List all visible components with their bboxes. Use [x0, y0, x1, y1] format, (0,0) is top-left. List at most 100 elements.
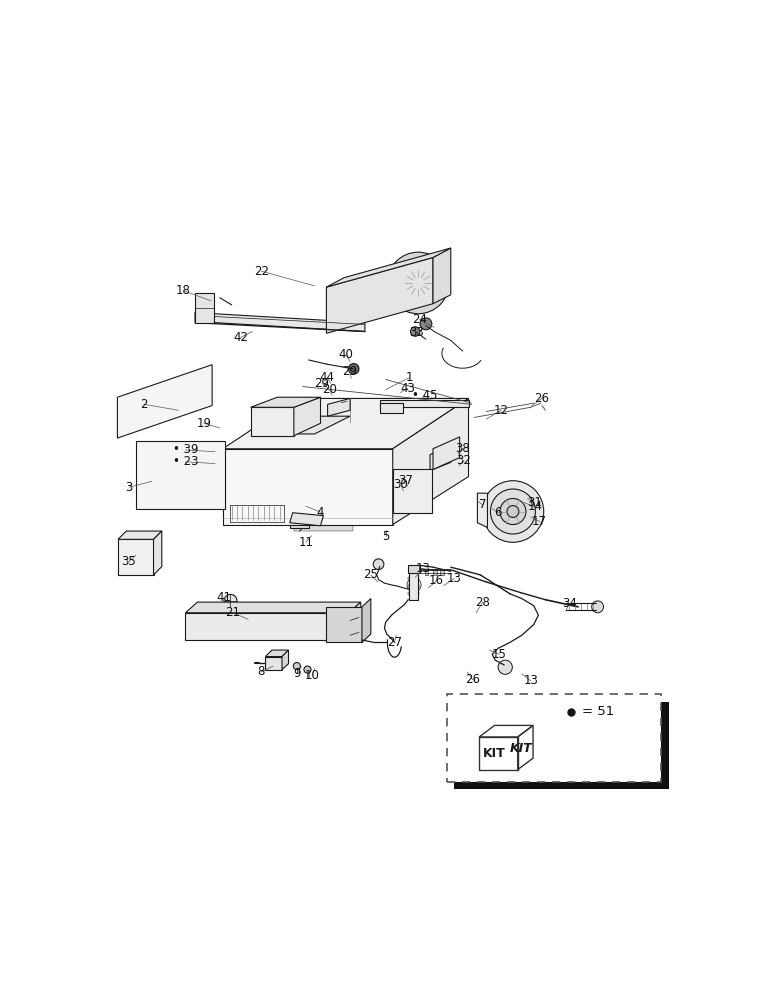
- Text: 14: 14: [527, 500, 542, 513]
- Polygon shape: [349, 602, 361, 640]
- Circle shape: [435, 448, 442, 455]
- Circle shape: [396, 260, 441, 305]
- Polygon shape: [265, 657, 282, 670]
- Bar: [455, 702, 668, 789]
- Bar: [408, 585, 419, 588]
- Circle shape: [435, 460, 442, 467]
- Text: 33: 33: [410, 326, 424, 339]
- Circle shape: [348, 363, 359, 374]
- Circle shape: [326, 408, 336, 418]
- Text: 42: 42: [233, 331, 248, 344]
- Text: KIT: KIT: [510, 742, 532, 755]
- Bar: [337, 610, 350, 638]
- Polygon shape: [282, 650, 289, 670]
- Polygon shape: [380, 403, 403, 413]
- Text: 19: 19: [196, 417, 212, 430]
- Circle shape: [361, 502, 382, 523]
- Text: 43: 43: [400, 382, 415, 395]
- Polygon shape: [186, 602, 361, 613]
- Text: KIT: KIT: [483, 747, 506, 760]
- Bar: [425, 569, 429, 575]
- Bar: [447, 694, 661, 782]
- Text: 37: 37: [398, 474, 413, 487]
- Text: 9: 9: [293, 667, 300, 680]
- Text: 16: 16: [429, 574, 444, 587]
- Text: 10: 10: [305, 669, 319, 682]
- Text: 13: 13: [447, 572, 461, 585]
- Polygon shape: [393, 469, 432, 513]
- Text: 34: 34: [562, 597, 577, 610]
- Text: 7: 7: [479, 498, 487, 512]
- Text: 13: 13: [523, 674, 538, 687]
- Polygon shape: [380, 400, 468, 407]
- Text: 8: 8: [257, 665, 265, 678]
- Text: 32: 32: [456, 454, 471, 467]
- Polygon shape: [294, 397, 321, 436]
- Bar: [413, 476, 424, 484]
- Polygon shape: [154, 531, 162, 575]
- Text: 24: 24: [412, 313, 427, 326]
- Circle shape: [507, 506, 519, 517]
- Polygon shape: [265, 650, 289, 657]
- Polygon shape: [410, 570, 418, 600]
- Polygon shape: [407, 565, 420, 573]
- Polygon shape: [223, 449, 393, 525]
- Text: 6: 6: [494, 506, 502, 519]
- Text: 1: 1: [406, 371, 413, 384]
- Circle shape: [405, 270, 431, 296]
- Text: 18: 18: [176, 284, 190, 297]
- Polygon shape: [326, 607, 362, 642]
- Bar: [408, 592, 419, 595]
- Circle shape: [410, 327, 420, 336]
- Circle shape: [293, 662, 300, 670]
- Bar: [126, 549, 144, 564]
- Polygon shape: [251, 407, 294, 436]
- Text: 4: 4: [317, 506, 324, 519]
- Text: 29: 29: [314, 377, 329, 390]
- Text: • 39: • 39: [173, 443, 198, 456]
- Circle shape: [413, 277, 424, 289]
- Bar: [399, 498, 410, 507]
- Polygon shape: [326, 258, 433, 333]
- Text: 5: 5: [382, 530, 390, 543]
- Polygon shape: [223, 398, 468, 449]
- Polygon shape: [118, 539, 154, 575]
- Circle shape: [447, 455, 455, 462]
- Bar: [440, 569, 444, 575]
- Text: 11: 11: [298, 536, 313, 549]
- Circle shape: [478, 514, 484, 520]
- Text: 41: 41: [216, 591, 231, 604]
- Text: 27: 27: [387, 636, 402, 649]
- Text: 21: 21: [225, 606, 241, 619]
- Circle shape: [500, 498, 526, 525]
- Bar: [144, 466, 199, 477]
- Text: 12: 12: [494, 404, 509, 417]
- Text: • 45: • 45: [412, 389, 438, 402]
- Circle shape: [420, 318, 432, 330]
- Polygon shape: [267, 416, 350, 434]
- Circle shape: [304, 666, 311, 673]
- Circle shape: [478, 494, 484, 500]
- Circle shape: [373, 559, 384, 570]
- Circle shape: [498, 660, 513, 674]
- Bar: [399, 476, 410, 484]
- Polygon shape: [195, 293, 214, 323]
- Text: 13: 13: [416, 562, 431, 575]
- Text: 15: 15: [492, 648, 507, 661]
- Circle shape: [339, 615, 348, 623]
- Circle shape: [296, 513, 307, 525]
- Text: 31: 31: [527, 496, 542, 509]
- Text: 38: 38: [455, 442, 470, 455]
- Polygon shape: [186, 613, 349, 640]
- Polygon shape: [118, 365, 212, 438]
- Circle shape: [304, 514, 313, 524]
- Circle shape: [338, 404, 348, 414]
- Polygon shape: [326, 248, 451, 287]
- Text: 44: 44: [319, 371, 335, 384]
- Bar: [413, 487, 424, 496]
- Circle shape: [224, 594, 237, 607]
- Polygon shape: [433, 437, 460, 469]
- Circle shape: [407, 578, 421, 592]
- Text: 26: 26: [535, 392, 549, 405]
- Text: 35: 35: [121, 555, 136, 568]
